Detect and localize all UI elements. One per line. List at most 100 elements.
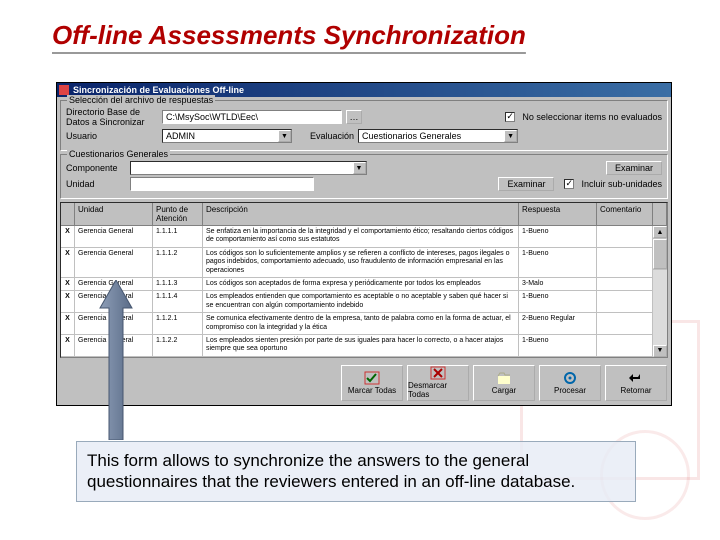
app-window: Sincronización de Evaluaciones Off-line … <box>56 82 672 406</box>
load-label: Cargar <box>492 386 516 395</box>
unmark-all-icon <box>430 366 446 380</box>
col-unit: Unidad <box>75 203 153 225</box>
row-desc: Los empleados entienden que comportamien… <box>203 291 519 312</box>
no-select-checkbox[interactable] <box>505 112 515 122</box>
table-row[interactable]: XGerencia General1.1.2.1Se comunica efec… <box>61 313 653 335</box>
unmark-all-button[interactable]: Desmarcar Todas <box>407 365 469 401</box>
return-button[interactable]: Retornar <box>605 365 667 401</box>
mark-all-label: Marcar Todas <box>348 386 396 395</box>
row-resp: 1-Bueno <box>519 248 597 277</box>
row-point: 1.1.2.2 <box>153 335 203 356</box>
user-dropdown[interactable]: ADMIN ▼ <box>162 129 292 143</box>
chevron-down-icon[interactable]: ▼ <box>278 130 291 142</box>
unmark-all-label: Desmarcar Todas <box>408 381 468 399</box>
grid-body: XGerencia General1.1.1.1Se enfatiza en l… <box>61 226 653 357</box>
eval-dropdown[interactable]: Cuestionarios Generales ▼ <box>358 129 518 143</box>
results-grid: Unidad Punto de Atención Descripción Res… <box>60 202 668 358</box>
row-resp: 1-Bueno <box>519 226 597 247</box>
col-comm: Comentario <box>597 203 653 225</box>
row-desc: Se comunica efectivamente dentro de la e… <box>203 313 519 334</box>
browse-dir-button[interactable]: … <box>346 110 362 124</box>
caption-box: This form allows to synchronize the answ… <box>76 441 636 502</box>
return-icon <box>628 371 644 385</box>
component-label: Componente <box>66 163 126 173</box>
col-desc: Descripción <box>203 203 519 225</box>
group-file-label: Selección del archivo de respuestas <box>67 95 215 105</box>
scrollbar-head <box>653 203 667 225</box>
row-point: 1.1.1.3 <box>153 278 203 290</box>
window-title: Sincronización de Evaluaciones Off-line <box>73 85 669 95</box>
load-icon <box>496 371 512 385</box>
scroll-up-icon[interactable]: ▲ <box>653 226 667 238</box>
include-subunits-label: Incluir sub-unidades <box>581 179 662 189</box>
row-select[interactable]: X <box>61 278 75 290</box>
group-q-label: Cuestionarios Generales <box>67 149 170 159</box>
row-select[interactable]: X <box>61 313 75 334</box>
eval-label: Evaluación <box>310 131 354 141</box>
row-comm <box>597 226 653 247</box>
table-row[interactable]: XGerencia General1.1.1.3Los códigos son … <box>61 278 653 291</box>
row-comm <box>597 278 653 290</box>
component-dropdown[interactable]: ▼ <box>130 161 367 175</box>
slide-title: Off-line Assessments Synchronization <box>0 0 720 59</box>
col-resp: Respuesta <box>519 203 597 225</box>
dir-label: Directorio Base de Datos a Sincronizar <box>66 107 158 127</box>
include-subunits-checkbox[interactable] <box>564 179 574 189</box>
row-select[interactable]: X <box>61 248 75 277</box>
user-label: Usuario <box>66 131 158 141</box>
col-point: Punto de Atención <box>153 203 203 225</box>
col-select <box>61 203 75 225</box>
row-select[interactable]: X <box>61 291 75 312</box>
unit-label: Unidad <box>66 179 126 189</box>
user-value: ADMIN <box>166 131 278 141</box>
no-select-label: No seleccionar items no evaluados <box>522 112 662 122</box>
examine-button-2[interactable]: Examinar <box>498 177 554 191</box>
row-comm <box>597 291 653 312</box>
row-point: 1.1.1.1 <box>153 226 203 247</box>
grid-header: Unidad Punto de Atención Descripción Res… <box>61 203 667 226</box>
scroll-thumb[interactable] <box>653 239 667 269</box>
table-row[interactable]: XGerencia General1.1.1.2Los códigos son … <box>61 248 653 278</box>
callout-arrow <box>96 280 136 440</box>
group-file-selection: Selección del archivo de respuestas Dire… <box>60 100 668 151</box>
row-resp: 3-Malo <box>519 278 597 290</box>
table-row[interactable]: XGerencia General1.1.1.4Los empleados en… <box>61 291 653 313</box>
row-comm <box>597 335 653 356</box>
row-comm <box>597 313 653 334</box>
load-button[interactable]: Cargar <box>473 365 535 401</box>
dir-field[interactable]: C:\MsySoc\WTLD\Eec\ <box>162 110 342 124</box>
examine-button-1[interactable]: Examinar <box>606 161 662 175</box>
row-unit: Gerencia General <box>75 248 153 277</box>
row-select[interactable]: X <box>61 226 75 247</box>
return-label: Retornar <box>620 386 651 395</box>
table-row[interactable]: XGerencia General1.1.1.1Se enfatiza en l… <box>61 226 653 248</box>
row-point: 1.1.2.1 <box>153 313 203 334</box>
row-point: 1.1.1.4 <box>153 291 203 312</box>
eval-value: Cuestionarios Generales <box>362 131 504 141</box>
row-desc: Los empleados sienten presión por parte … <box>203 335 519 356</box>
process-button[interactable]: Procesar <box>539 365 601 401</box>
row-resp: 1-Bueno <box>519 335 597 356</box>
scroll-down-icon[interactable]: ▼ <box>653 345 667 357</box>
unit-field[interactable] <box>130 177 314 191</box>
chevron-down-icon[interactable]: ▼ <box>353 162 366 174</box>
row-desc: Se enfatiza en la importancia de la inte… <box>203 226 519 247</box>
vertical-scrollbar[interactable]: ▲ ▼ <box>653 226 667 357</box>
bottom-toolbar: Marcar Todas Desmarcar Todas Cargar Proc… <box>57 361 671 405</box>
row-desc: Los códigos son aceptados de forma expre… <box>203 278 519 290</box>
process-label: Procesar <box>554 386 586 395</box>
scroll-track[interactable] <box>653 270 667 345</box>
row-select[interactable]: X <box>61 335 75 356</box>
row-unit: Gerencia General <box>75 226 153 247</box>
row-point: 1.1.1.2 <box>153 248 203 277</box>
row-resp: 1-Bueno <box>519 291 597 312</box>
process-icon <box>562 371 578 385</box>
chevron-down-icon[interactable]: ▼ <box>504 130 517 142</box>
mark-all-button[interactable]: Marcar Todas <box>341 365 403 401</box>
row-comm <box>597 248 653 277</box>
row-desc: Los códigos son lo suficientemente ampli… <box>203 248 519 277</box>
row-resp: 2-Bueno Regular <box>519 313 597 334</box>
table-row[interactable]: XGerencia General1.1.2.2Los empleados si… <box>61 335 653 357</box>
group-questionnaires: Cuestionarios Generales Componente ▼ Exa… <box>60 154 668 199</box>
app-icon <box>59 85 69 95</box>
